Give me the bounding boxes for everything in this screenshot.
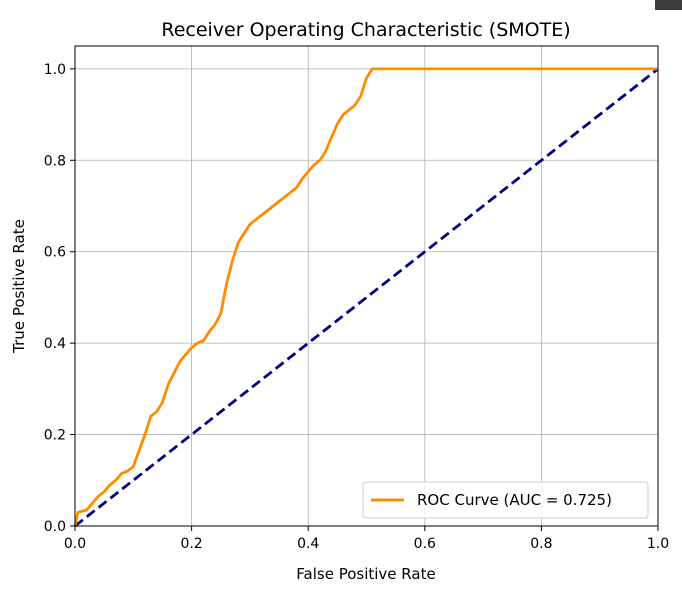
series-group (73, 67, 659, 528)
axis-ticks: 0.0 0.2 0.4 0.6 0.8 1.0 0.0 0.2 0.4 0.6 0.8 1.0 (44, 62, 669, 552)
legend-box (362, 481, 649, 519)
roc-curve-line (73, 67, 658, 527)
y-tick-label: 1.0 (44, 62, 66, 78)
plot-frame (74, 45, 659, 527)
y-tick-label: 0.6 (44, 245, 66, 261)
legend-label: ROC Curve (AUC = 0.725) (417, 491, 612, 509)
x-tick-label: 1.0 (647, 536, 669, 552)
x-tick-label: 0.6 (414, 536, 436, 552)
chart-title: Receiver Operating Characteristic (SMOTE… (161, 19, 570, 41)
reference-diagonal-line (74, 67, 659, 528)
grid-lines (74, 46, 659, 527)
x-tick-label: 0.2 (180, 536, 202, 552)
y-tick-label: 0.4 (44, 336, 66, 352)
x-tick-label: 0.4 (297, 536, 319, 552)
legend: ROC Curve (AUC = 0.725) (362, 481, 649, 519)
corner-tab (655, 0, 682, 10)
x-axis-label: False Positive Rate (296, 565, 435, 583)
x-tick-label: 0.0 (64, 536, 86, 552)
x-tick-label: 0.8 (530, 536, 552, 552)
y-tick-label: 0.8 (44, 153, 66, 169)
y-axis-label: True Positive Rate (10, 219, 28, 354)
y-tick-label: 0.0 (44, 519, 66, 535)
y-tick-label: 0.2 (44, 428, 66, 444)
